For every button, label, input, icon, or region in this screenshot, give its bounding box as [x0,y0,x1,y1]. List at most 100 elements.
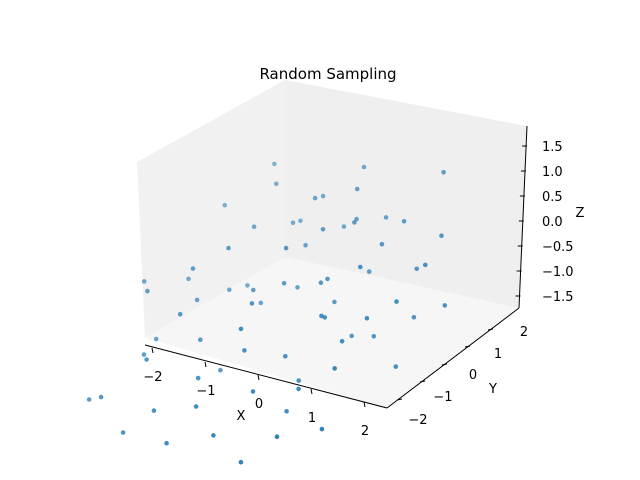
x-tick-mark [204,361,207,368]
scatter-point [320,193,326,199]
scatter-point [272,161,277,167]
scatter-point [414,266,420,272]
scatter-point [145,288,150,294]
y-tick-label: 0 [469,368,477,383]
chart-title: Random Sampling [259,65,396,83]
scatter-point [238,326,244,332]
scatter-point [411,315,417,320]
scatter-point [383,215,389,220]
x-axis-line [144,344,388,409]
x-tick-mark [151,347,154,354]
scatter-point [423,262,428,268]
scatter-point [274,434,280,440]
scatter-point [295,285,300,290]
scatter-point [190,266,196,271]
scatter-point [325,276,330,282]
x-tick-label: 2 [361,424,369,439]
pane-back-left [137,80,285,338]
x-tick-mark [257,374,260,381]
scatter-point [120,430,126,435]
scatter-point [281,280,287,286]
scatter-point [332,299,337,305]
y-tick-mark [441,363,448,366]
scatter-point [226,245,231,251]
y-tick-label: 1 [494,347,502,362]
scatter-point [361,164,367,170]
x-tick-mark [363,401,366,408]
scatter-point [141,352,147,357]
x-axis-ticks: −2 −1 0 1 2 [143,347,369,439]
scatter-point [319,313,324,319]
y-tick-mark [396,398,403,401]
scatter-point [242,348,247,353]
z-tick-label: 1.5 [542,140,563,155]
scatter-point [283,354,288,359]
scatter-point [195,375,201,381]
z-axis-ticks: −1.5 −1.0 −0.5 0.0 0.5 1.0 1.5 [515,140,574,305]
scatter-point [332,366,338,371]
scatter-point [379,241,385,247]
y-tick-mark [419,380,426,383]
scatter-point [341,224,347,229]
scatter-point [354,186,360,192]
y-tick-label: 2 [520,325,528,340]
x-tick-mark [310,388,313,395]
scatter-point [354,216,359,222]
pane-back-right [285,80,527,308]
y-tick-label: −2 [408,413,427,428]
scatter-point [193,404,199,409]
scatter-point [218,367,223,373]
scatter-point [238,459,244,465]
scatter-point [296,378,302,383]
z-tick-label: −1.0 [542,265,574,280]
scatter-point [296,386,301,392]
scatter-point [284,409,289,414]
scatter-point [298,218,303,224]
scatter-point [283,245,289,251]
scatter-point [153,336,159,342]
scatter-point [442,303,448,308]
z-tick-label: 0.0 [542,215,563,230]
x-tick-label: 0 [255,397,263,412]
y-tick-label: −1 [433,390,452,405]
y-axis-ticks: −2 −1 0 1 2 [396,325,528,428]
scatter-point [98,394,104,400]
x-tick-label: −2 [143,370,162,385]
y-tick-mark [464,345,471,348]
scatter-point [320,227,326,232]
z-tick-label: −1.5 [542,290,574,305]
scatter-point [251,224,257,229]
scatter-point [86,397,92,402]
scatter-point [198,337,203,343]
scatter-point [439,233,444,238]
scatter-point [349,333,355,339]
scatter-point [227,287,232,293]
y-tick-mark [487,328,494,331]
scatter-point [352,220,357,225]
y-axis-label: Y [488,382,497,397]
z-tick-label: 0.5 [542,190,563,205]
scatter-point [164,440,169,446]
scatter-point [177,311,183,317]
z-axis-line [518,125,528,309]
scatter-point [211,433,216,438]
scatter-point [251,287,256,293]
scatter-point [358,264,363,270]
scatter-point [441,170,446,175]
x-axis-label: X [237,409,246,424]
scatter-point [366,269,372,274]
scatter-point [393,364,399,369]
scatter-point [371,334,377,339]
scatter-point [274,181,279,187]
x-tick-label: −1 [196,384,215,399]
scatter-point [144,357,149,362]
scatter-point [339,339,345,344]
scatter-point [312,195,318,201]
scatter-point [245,283,250,288]
scatter-point [194,297,200,303]
scatter-point [222,202,228,208]
pane-floor [145,257,519,408]
scatter-point [186,276,191,282]
scatter-point [394,299,399,304]
